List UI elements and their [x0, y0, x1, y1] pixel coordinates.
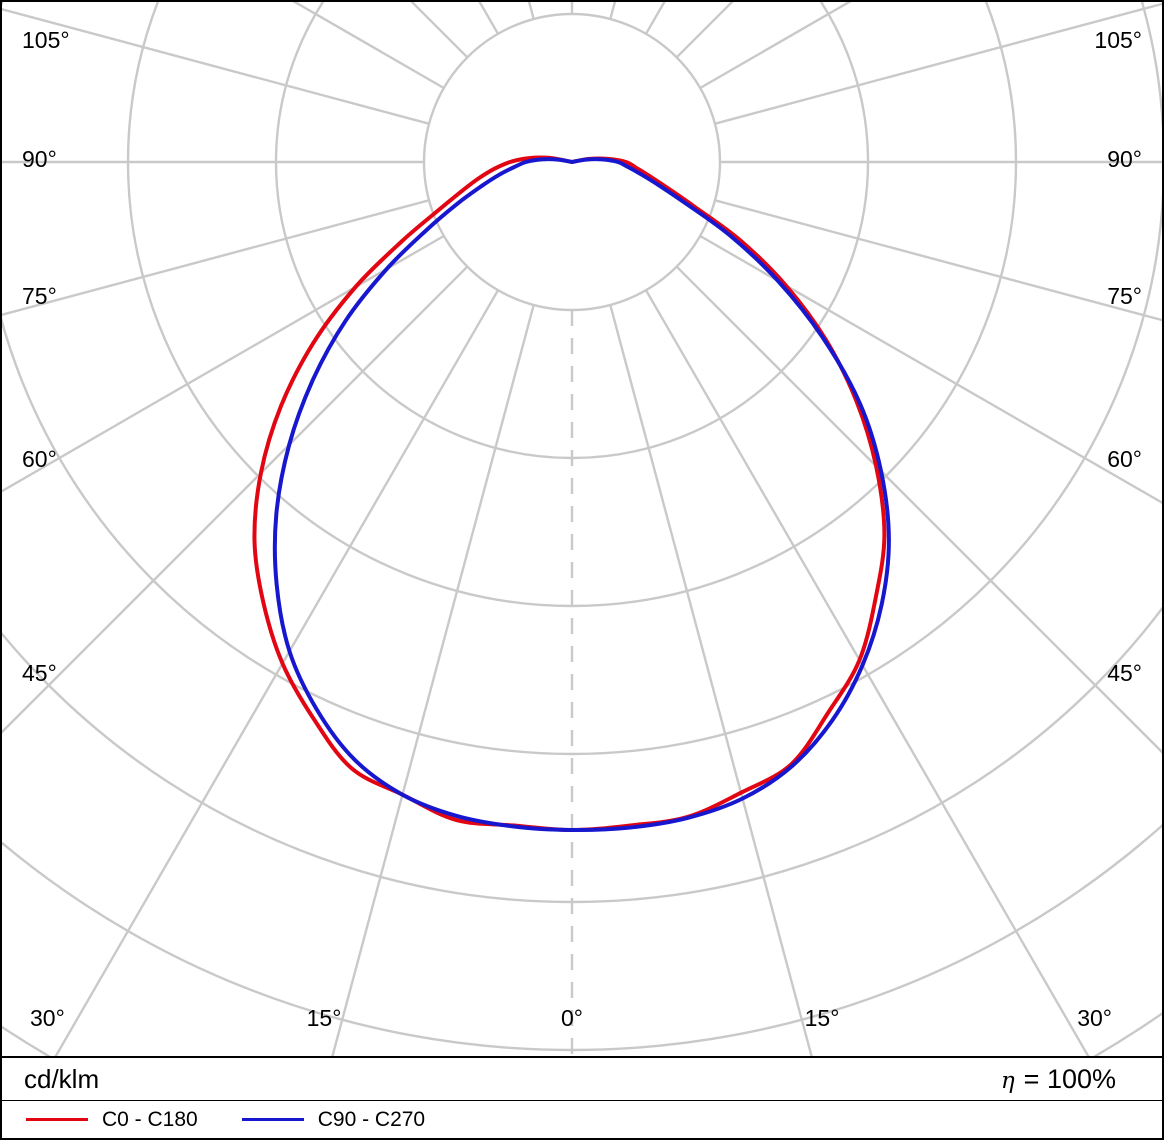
angle-label: 15°	[805, 1005, 840, 1031]
angle-label: 75°	[22, 283, 57, 309]
grid-spoke	[714, 2, 1162, 125]
grid-spoke	[2, 234, 445, 493]
angle-label: 105°	[1094, 27, 1142, 53]
grid-spoke	[410, 2, 469, 59]
curve-c90-c270	[272, 157, 891, 833]
footer: cd/klm η = 100% C0 - C180 C90 - C270	[2, 1056, 1162, 1138]
angle-label: 75°	[1107, 283, 1142, 309]
legend-item-c90-c270: C90 - C270	[241, 1107, 426, 1132]
legend-item-c0-c180: C0 - C180	[26, 1108, 198, 1132]
angle-label: 90°	[22, 146, 57, 172]
footer-info-row: cd/klm η = 100%	[2, 1058, 1162, 1101]
legend-swatch-c90-c270	[241, 1118, 304, 1121]
polar-chart: 105° 90° 75° 60° 45° 30° 105° 90° 75° 60° 45° 30° 15…	[2, 2, 1162, 1056]
eta-symbol: η	[1000, 1067, 1015, 1094]
angle-label: 0°	[561, 1005, 583, 1031]
efficiency-readout: η = 100%	[1001, 1064, 1116, 1095]
grid-spoke	[675, 265, 1162, 754]
grid-spoke	[644, 2, 666, 35]
curve-c0-c180	[252, 155, 887, 832]
grid-spoke	[331, 304, 535, 1056]
angle-label: 90°	[1107, 146, 1142, 172]
grid-spoke	[644, 289, 1090, 1056]
grid-spoke	[2, 8, 430, 125]
angle-label: 15°	[307, 1005, 342, 1031]
grid-spoke	[675, 2, 734, 59]
eta-value: = 100%	[1023, 1063, 1116, 1094]
grid-spoke	[54, 289, 500, 1056]
grid-spoke	[699, 234, 1162, 505]
legend-swatch-c0-c180	[26, 1118, 88, 1121]
angle-label: 105°	[22, 27, 70, 53]
legend-label-c90-c270: C90 - C270	[317, 1107, 426, 1131]
grid-ring	[274, 2, 870, 460]
unit-label: cd/klm	[24, 1063, 100, 1094]
grid-spoke	[2, 265, 469, 734]
grid-ring	[2, 2, 1162, 756]
polar-grid	[2, 2, 1162, 1056]
grid-spoke	[714, 199, 1162, 322]
angle-label: 60°	[1107, 446, 1142, 472]
angle-label: 60°	[22, 446, 57, 472]
grid-ring	[2, 606, 1162, 903]
angle-label: 30°	[30, 1005, 65, 1031]
angle-label: 45°	[1107, 660, 1142, 686]
legend-label-c0-c180: C0 - C180	[102, 1107, 198, 1131]
angle-label: 45°	[22, 660, 57, 686]
angle-label: 30°	[1077, 1005, 1112, 1031]
grid-spoke	[609, 304, 813, 1056]
grid-spoke	[2, 199, 430, 316]
legend: C0 - C180 C90 - C270	[2, 1101, 1162, 1138]
